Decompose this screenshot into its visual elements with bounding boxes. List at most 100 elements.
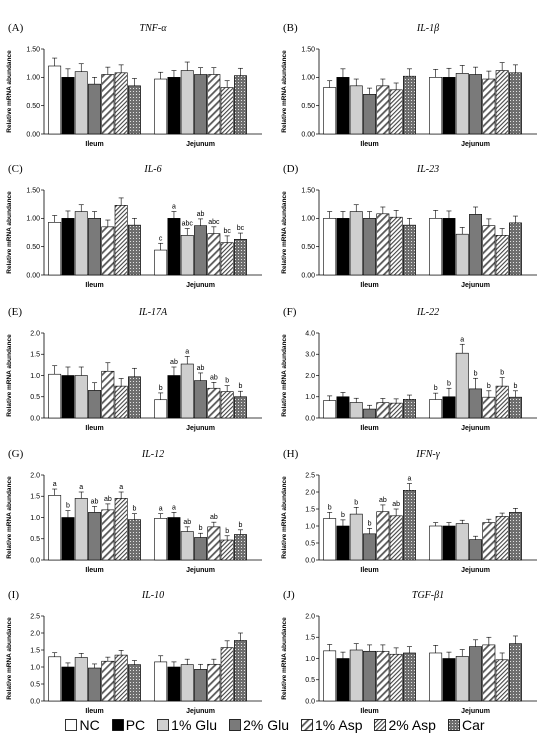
bar	[154, 518, 168, 561]
legend-item: PC	[111, 717, 146, 733]
bar	[180, 235, 194, 276]
bar	[234, 75, 247, 135]
legend-label: 2% Asp	[388, 717, 436, 733]
bar	[482, 522, 496, 561]
bar	[482, 225, 496, 276]
bar	[469, 74, 482, 135]
y-tick-label: 1.00	[26, 216, 40, 223]
bar	[167, 218, 181, 276]
significance-label: ab	[210, 514, 218, 521]
y-tick-label: 0.00	[26, 131, 40, 138]
panel-letter: (E)	[8, 306, 22, 318]
category-label: Jejunum	[461, 708, 490, 715]
category-label: Ileum	[360, 141, 378, 148]
bar	[509, 512, 522, 561]
significance-label: a	[185, 348, 189, 355]
bar	[376, 213, 390, 276]
legend-item: 2% Glu	[229, 717, 289, 733]
bar	[429, 77, 443, 135]
legend-label: 1% Asp	[315, 717, 363, 733]
y-tick-label: 0.0	[305, 415, 315, 422]
bar	[469, 539, 482, 561]
gene-title: IL-6	[143, 164, 161, 175]
bar	[154, 78, 168, 135]
category-label: Jejunum	[461, 141, 490, 148]
bar	[194, 74, 207, 135]
bar	[509, 222, 522, 276]
y-tick-label: 1.00	[26, 75, 40, 82]
y-axis-label: Relative mRNA abundance	[281, 50, 288, 133]
bar	[323, 400, 337, 419]
y-tick-label: 1.00	[301, 75, 315, 82]
chart-panel: (F) IL-22 Relative mRNA abundance 0.0 1.0 2.0…	[281, 306, 537, 432]
category-label: Jejunum	[461, 425, 490, 432]
significance-label: a	[79, 484, 83, 491]
y-axis-label: Relative mRNA abundance	[6, 476, 13, 559]
bar	[180, 531, 194, 561]
y-tick-label: 0.0	[30, 415, 40, 422]
category-label: Jejunum	[461, 567, 490, 574]
category-label: Jejunum	[186, 567, 215, 574]
gene-title: TGF-β1	[412, 590, 444, 601]
legend-swatch	[157, 719, 170, 731]
bar	[207, 233, 221, 276]
y-tick-label: 0.0	[305, 698, 315, 705]
y-tick-label: 1.0	[30, 515, 40, 522]
significance-label: ab	[197, 365, 205, 372]
category-label: Ileum	[85, 567, 103, 574]
bar	[88, 390, 102, 419]
bar	[509, 396, 522, 419]
bar	[429, 399, 443, 419]
bar	[194, 537, 207, 561]
gene-title: IL-10	[141, 590, 164, 601]
bar	[101, 509, 115, 561]
significance-label: ab	[91, 498, 99, 505]
y-tick-label: 1.0	[305, 656, 315, 663]
bar	[114, 204, 128, 276]
bar	[207, 526, 221, 561]
legend-label: PC	[125, 717, 146, 733]
bar	[194, 669, 207, 702]
y-tick-label: 0.00	[301, 131, 315, 138]
panel-letter: (A)	[8, 22, 24, 34]
bar	[376, 650, 390, 702]
significance-label: abc	[208, 219, 220, 226]
bar	[48, 222, 62, 276]
panel-letter: (G)	[8, 448, 24, 460]
legend-swatch	[374, 719, 387, 731]
chart-panel: (H) IFN-γ Relative mRNA abundance 0.0 0.5 1.0…	[281, 448, 537, 574]
bar	[61, 666, 75, 702]
category-label: Jejunum	[461, 282, 490, 289]
bar	[482, 396, 496, 419]
category-label: Jejunum	[186, 425, 215, 432]
bar	[389, 402, 403, 419]
legend-item: NC	[65, 717, 100, 733]
category-label: Ileum	[85, 708, 103, 715]
significance-label: a	[159, 506, 163, 513]
legend-swatch	[111, 719, 124, 731]
significance-label: c	[159, 235, 163, 242]
panel-letter: (I)	[8, 589, 19, 601]
bar	[180, 664, 194, 702]
y-tick-label: 0.0	[30, 698, 40, 705]
y-tick-label: 0.50	[26, 244, 40, 251]
category-label: Ileum	[360, 425, 378, 432]
legend-label: 2% Glu	[243, 717, 289, 733]
y-tick-label: 3.0	[305, 352, 315, 359]
bar	[194, 380, 207, 419]
bar	[349, 513, 363, 561]
bar	[128, 85, 141, 135]
bar	[48, 495, 62, 561]
bar	[469, 214, 482, 276]
bar	[363, 408, 377, 419]
bar	[234, 396, 247, 419]
significance-label: a	[407, 476, 411, 483]
bar	[509, 643, 522, 702]
significance-label: b	[447, 380, 451, 387]
legend-item: 2% Asp	[374, 717, 436, 733]
y-axis-label: Relative mRNA abundance	[281, 617, 288, 700]
legend-swatch	[229, 719, 241, 731]
significance-label: ab	[210, 374, 218, 381]
bar	[207, 74, 221, 135]
